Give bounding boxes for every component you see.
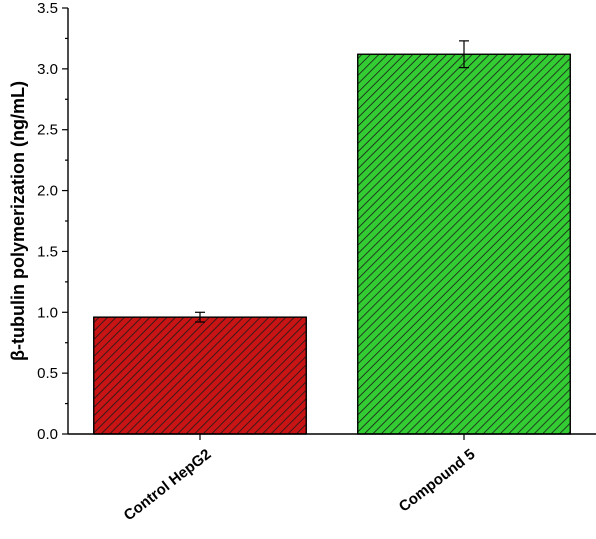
y-tick-label: 2.0 xyxy=(37,183,58,200)
y-tick-label: 0.0 xyxy=(37,426,58,443)
x-category-label: Compound 5 xyxy=(396,446,479,516)
y-tick-label: 2.5 xyxy=(37,122,58,139)
error-bar xyxy=(459,40,469,69)
y-tick-label: 0.5 xyxy=(37,365,58,382)
y-axis-title: β-tubulin polymerization (ng/mL) xyxy=(8,81,28,361)
bars xyxy=(93,53,571,435)
y-tick-label: 1.5 xyxy=(37,243,58,260)
error-bars xyxy=(195,40,469,323)
bar-control-hepg2 xyxy=(93,316,307,435)
y-tick-label: 1.0 xyxy=(37,304,58,321)
y-tick-label: 3.0 xyxy=(37,61,58,78)
y-ticks: 0.0 0.5 1.0 1.5 2.0 2.5 3.0 3.5 xyxy=(37,0,68,443)
bar-compound-5 xyxy=(357,53,571,435)
error-bar xyxy=(195,311,205,323)
y-tick-label: 3.5 xyxy=(37,0,58,17)
x-category-labels: Control HepG2 Compound 5 xyxy=(121,434,479,525)
x-category-label: Control HepG2 xyxy=(121,446,215,525)
